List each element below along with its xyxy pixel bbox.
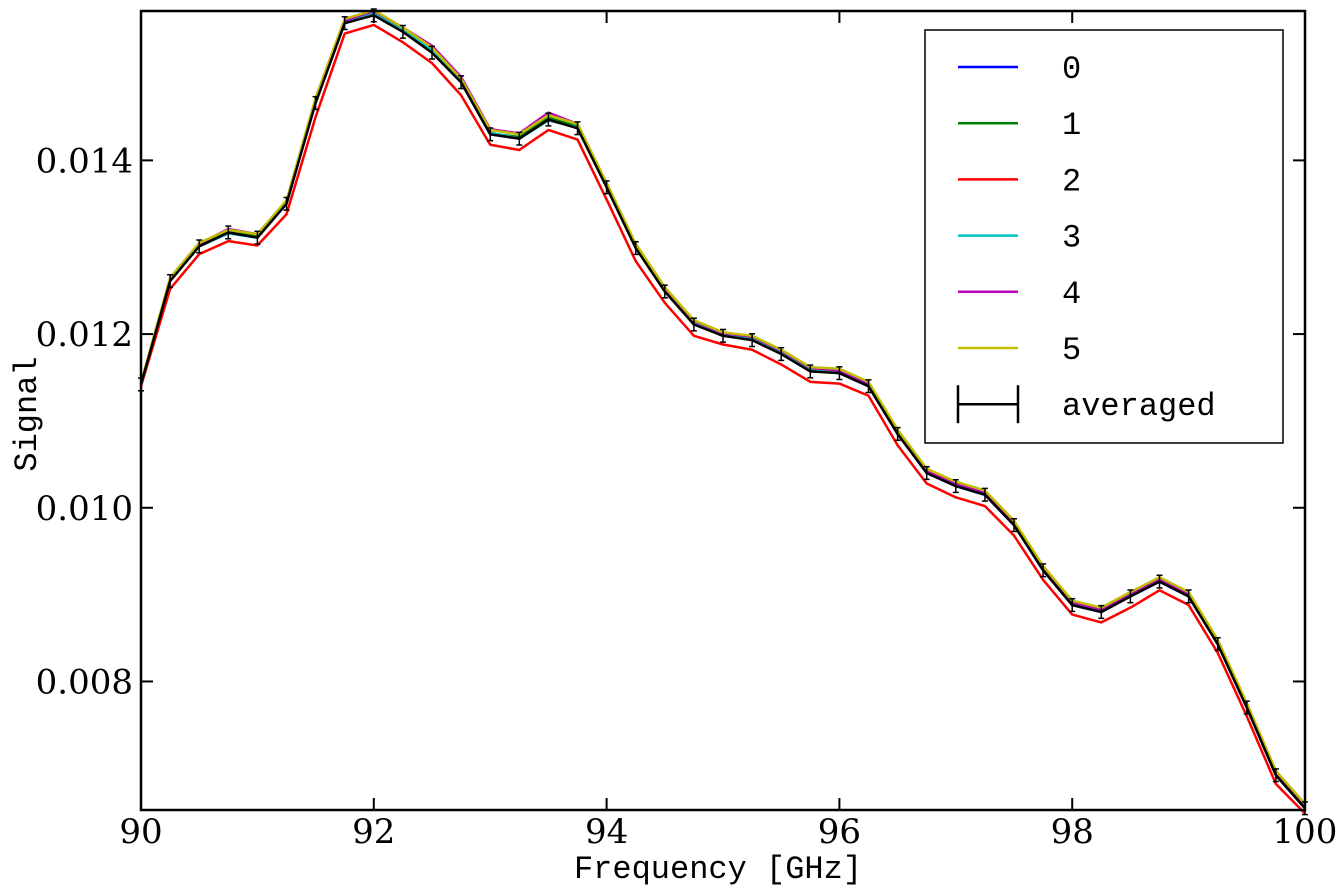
legend-item-5: 5 (958, 332, 1081, 369)
legend-label-averaged: averaged (1062, 388, 1216, 425)
y-tick-label: 0.012 (36, 315, 133, 355)
x-tick-label: 98 (1051, 812, 1094, 852)
y-tick-label: 0.014 (36, 141, 133, 181)
x-tick-label: 90 (119, 812, 162, 852)
legend-label-1: 1 (1062, 107, 1081, 144)
x-tick-label: 96 (818, 812, 861, 852)
legend: 0 1 2 3 4 5 averaged (924, 29, 1284, 444)
y-tick-label: 0.008 (36, 662, 133, 702)
legend-label-3: 3 (1062, 220, 1081, 257)
x-tick-label: 100 (1273, 812, 1338, 852)
x-tick-label: 92 (352, 812, 395, 852)
series-layer (138, 8, 1308, 816)
x-axis-title: Frequency [GHz] (574, 851, 862, 888)
legend-label-0: 0 (1062, 51, 1081, 88)
legend-item-1: 1 (958, 107, 1081, 144)
x-tick-label: 94 (585, 812, 628, 852)
legend-label-4: 4 (1062, 276, 1081, 313)
legend-label-2: 2 (1062, 163, 1081, 200)
legend-label-5: 5 (1062, 332, 1081, 369)
legend-item-4: 4 (958, 276, 1081, 313)
legend-item-0: 0 (958, 51, 1081, 88)
legend-item-3: 3 (958, 220, 1081, 257)
series-line-2 (139, 23, 1306, 815)
legend-item-2: 2 (958, 163, 1081, 200)
plot-frame (139, 9, 1307, 812)
y-tick-label: 0.010 (36, 489, 133, 529)
y-axis-title: Signal (9, 356, 46, 471)
ticks-layer: 90 92 94 96 98 100 0.008 0.010 0.012 0.014 (36, 11, 1338, 852)
legend-item-averaged: averaged (956, 385, 1216, 425)
